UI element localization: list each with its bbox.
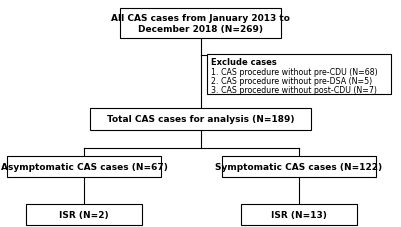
Text: All CAS cases from January 2013 to
December 2018 (N=269): All CAS cases from January 2013 to Decem… <box>111 14 290 34</box>
FancyBboxPatch shape <box>221 157 376 177</box>
Text: 1. CAS procedure without pre-CDU (N=68): 1. CAS procedure without pre-CDU (N=68) <box>211 67 377 76</box>
FancyBboxPatch shape <box>7 157 161 177</box>
Text: Total CAS cases for analysis (N=189): Total CAS cases for analysis (N=189) <box>107 115 294 124</box>
FancyBboxPatch shape <box>26 204 142 225</box>
Text: Asymptomatic CAS cases (N=67): Asymptomatic CAS cases (N=67) <box>1 162 168 171</box>
Text: Exclude cases: Exclude cases <box>211 58 276 67</box>
Text: Symptomatic CAS cases (N=122): Symptomatic CAS cases (N=122) <box>215 162 382 171</box>
Text: ISR (N=13): ISR (N=13) <box>271 210 327 219</box>
FancyBboxPatch shape <box>120 9 281 39</box>
Text: ISR (N=2): ISR (N=2) <box>59 210 109 219</box>
Text: 3. CAS procedure without post-CDU (N=7): 3. CAS procedure without post-CDU (N=7) <box>211 86 377 95</box>
FancyBboxPatch shape <box>241 204 357 225</box>
FancyBboxPatch shape <box>207 55 391 95</box>
FancyBboxPatch shape <box>90 109 311 130</box>
Text: 2. CAS procedure without pre-DSA (N=5): 2. CAS procedure without pre-DSA (N=5) <box>211 76 372 86</box>
